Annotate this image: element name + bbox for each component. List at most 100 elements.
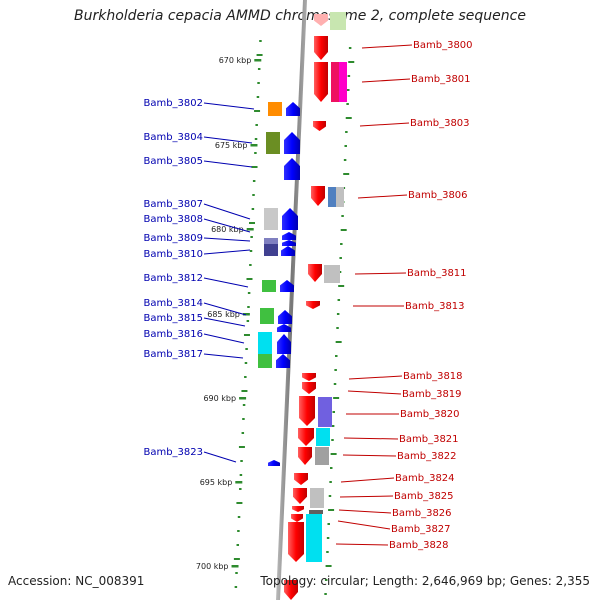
gene-label-left[interactable]: Bamb_3807 bbox=[143, 199, 203, 210]
tick-mark bbox=[343, 173, 350, 175]
gene-label-right[interactable]: Bamb_3820 bbox=[400, 409, 460, 420]
gene-label-right[interactable]: Bamb_3822 bbox=[397, 451, 457, 462]
gene-label-right[interactable]: Bamb_3824 bbox=[395, 473, 455, 484]
gene-arrow-reverse bbox=[306, 301, 320, 309]
tick-mark bbox=[324, 579, 328, 581]
gene-arrow-reverse bbox=[291, 514, 303, 522]
kbp-label: 690 kbp bbox=[203, 394, 236, 403]
kbp-major-tick bbox=[239, 397, 247, 400]
label-connector bbox=[203, 302, 247, 316]
gene-label-left[interactable]: Bamb_3804 bbox=[143, 132, 203, 143]
gene-label-left[interactable]: Bamb_3802 bbox=[143, 98, 203, 109]
tick-mark bbox=[256, 96, 260, 98]
gene-label-right[interactable]: Bamb_3826 bbox=[392, 508, 452, 519]
gene-label-left[interactable]: Bamb_3810 bbox=[143, 249, 203, 260]
gene-arrow-forward bbox=[282, 240, 296, 246]
tick-mark bbox=[345, 131, 348, 133]
gene-arrow-forward bbox=[277, 334, 291, 354]
gene-label-left[interactable]: Bamb_3805 bbox=[143, 156, 203, 167]
gene-arrow-reverse bbox=[308, 264, 322, 282]
gene-label-left[interactable]: Bamb_3816 bbox=[143, 329, 203, 340]
label-connector bbox=[340, 477, 395, 483]
gene-label-left[interactable]: Bamb_3812 bbox=[143, 273, 203, 284]
annotation-box bbox=[336, 187, 344, 207]
gene-arrow-forward bbox=[268, 460, 280, 466]
tick-mark bbox=[257, 68, 261, 70]
gene-arrow-reverse bbox=[294, 473, 308, 485]
gene-arrow-reverse bbox=[311, 186, 325, 206]
annotation-box bbox=[316, 428, 330, 446]
label-connector bbox=[343, 437, 399, 440]
accession-text: Accession: NC_008391 bbox=[8, 574, 145, 588]
tick-mark bbox=[236, 502, 243, 504]
tick-mark bbox=[324, 593, 327, 595]
gene-arrow-reverse bbox=[298, 447, 312, 465]
annotation-box bbox=[339, 62, 347, 102]
tick-mark bbox=[255, 124, 258, 126]
tick-mark bbox=[239, 474, 243, 476]
tick-mark bbox=[326, 551, 329, 553]
gene-arrow-reverse bbox=[314, 14, 328, 26]
gene-arrow-forward bbox=[284, 132, 300, 154]
annotation-box bbox=[306, 514, 322, 562]
tick-mark bbox=[330, 453, 337, 455]
right-label-connectors bbox=[335, 44, 413, 546]
label-connector bbox=[203, 333, 245, 344]
gene-label-right[interactable]: Bamb_3828 bbox=[389, 540, 449, 551]
tick-mark bbox=[247, 292, 251, 294]
gene-arrow-reverse bbox=[302, 382, 316, 394]
gene-label-right[interactable]: Bamb_3800 bbox=[413, 40, 473, 51]
kbp-label: 670 kbp bbox=[219, 56, 252, 65]
gene-label-right[interactable]: Bamb_3825 bbox=[394, 491, 454, 502]
gene-label-left[interactable]: Bamb_3814 bbox=[143, 298, 203, 309]
gene-label-right[interactable]: Bamb_3801 bbox=[411, 74, 471, 85]
gene-arrow-reverse bbox=[302, 373, 316, 381]
annotation-box bbox=[260, 308, 274, 324]
tick-mark bbox=[254, 110, 261, 112]
gene-label-right[interactable]: Bamb_3821 bbox=[399, 434, 459, 445]
gene-label-left[interactable]: Bamb_3823 bbox=[143, 447, 203, 458]
gene-label-left[interactable]: Bamb_3817 bbox=[143, 349, 203, 360]
gene-arrow-forward bbox=[280, 280, 294, 292]
tick-mark bbox=[251, 166, 258, 168]
tick-mark bbox=[336, 327, 339, 329]
gene-label-left[interactable]: Bamb_3808 bbox=[143, 214, 203, 225]
kbp-major-tick bbox=[254, 59, 262, 62]
label-connector bbox=[203, 249, 251, 255]
kbp-label: 695 kbp bbox=[200, 478, 233, 487]
tick-mark bbox=[239, 488, 242, 490]
gene-label-right[interactable]: Bamb_3827 bbox=[391, 524, 451, 535]
gene-label-right[interactable]: Bamb_3806 bbox=[408, 190, 468, 201]
gene-label-right[interactable]: Bamb_3813 bbox=[405, 301, 465, 312]
tick-mark bbox=[237, 530, 240, 532]
gene-arrow-reverse bbox=[313, 121, 326, 131]
gene-label-left[interactable]: Bamb_3809 bbox=[143, 233, 203, 244]
kbp-label: 680 kbp bbox=[211, 225, 244, 234]
tick-mark bbox=[331, 425, 335, 427]
tick-mark bbox=[251, 208, 255, 210]
tick-mark bbox=[238, 446, 245, 448]
tick-mark bbox=[250, 236, 253, 238]
tick-mark bbox=[254, 138, 258, 140]
gene-label-right[interactable]: Bamb_3819 bbox=[402, 389, 462, 400]
gene-arrow-forward bbox=[281, 246, 295, 256]
gene-arrow-reverse bbox=[314, 62, 328, 102]
gene-label-right[interactable]: Bamb_3818 bbox=[403, 371, 463, 382]
label-connector bbox=[357, 194, 408, 199]
label-connector bbox=[361, 44, 413, 49]
gene-arrow-reverse bbox=[292, 506, 304, 512]
gene-label-left[interactable]: Bamb_3815 bbox=[143, 313, 203, 324]
gene-label-right[interactable]: Bamb_3803 bbox=[410, 118, 470, 129]
tick-mark bbox=[328, 495, 332, 497]
tick-mark bbox=[329, 467, 333, 469]
label-connector bbox=[342, 454, 397, 457]
annotation-box bbox=[264, 238, 278, 244]
annotation-box bbox=[258, 354, 272, 368]
tick-mark bbox=[241, 432, 245, 434]
label-connector bbox=[335, 543, 389, 546]
tick-mark bbox=[233, 558, 240, 560]
gene-label-right[interactable]: Bamb_3811 bbox=[407, 268, 467, 279]
tick-mark bbox=[333, 397, 340, 399]
gene-features bbox=[258, 12, 347, 600]
